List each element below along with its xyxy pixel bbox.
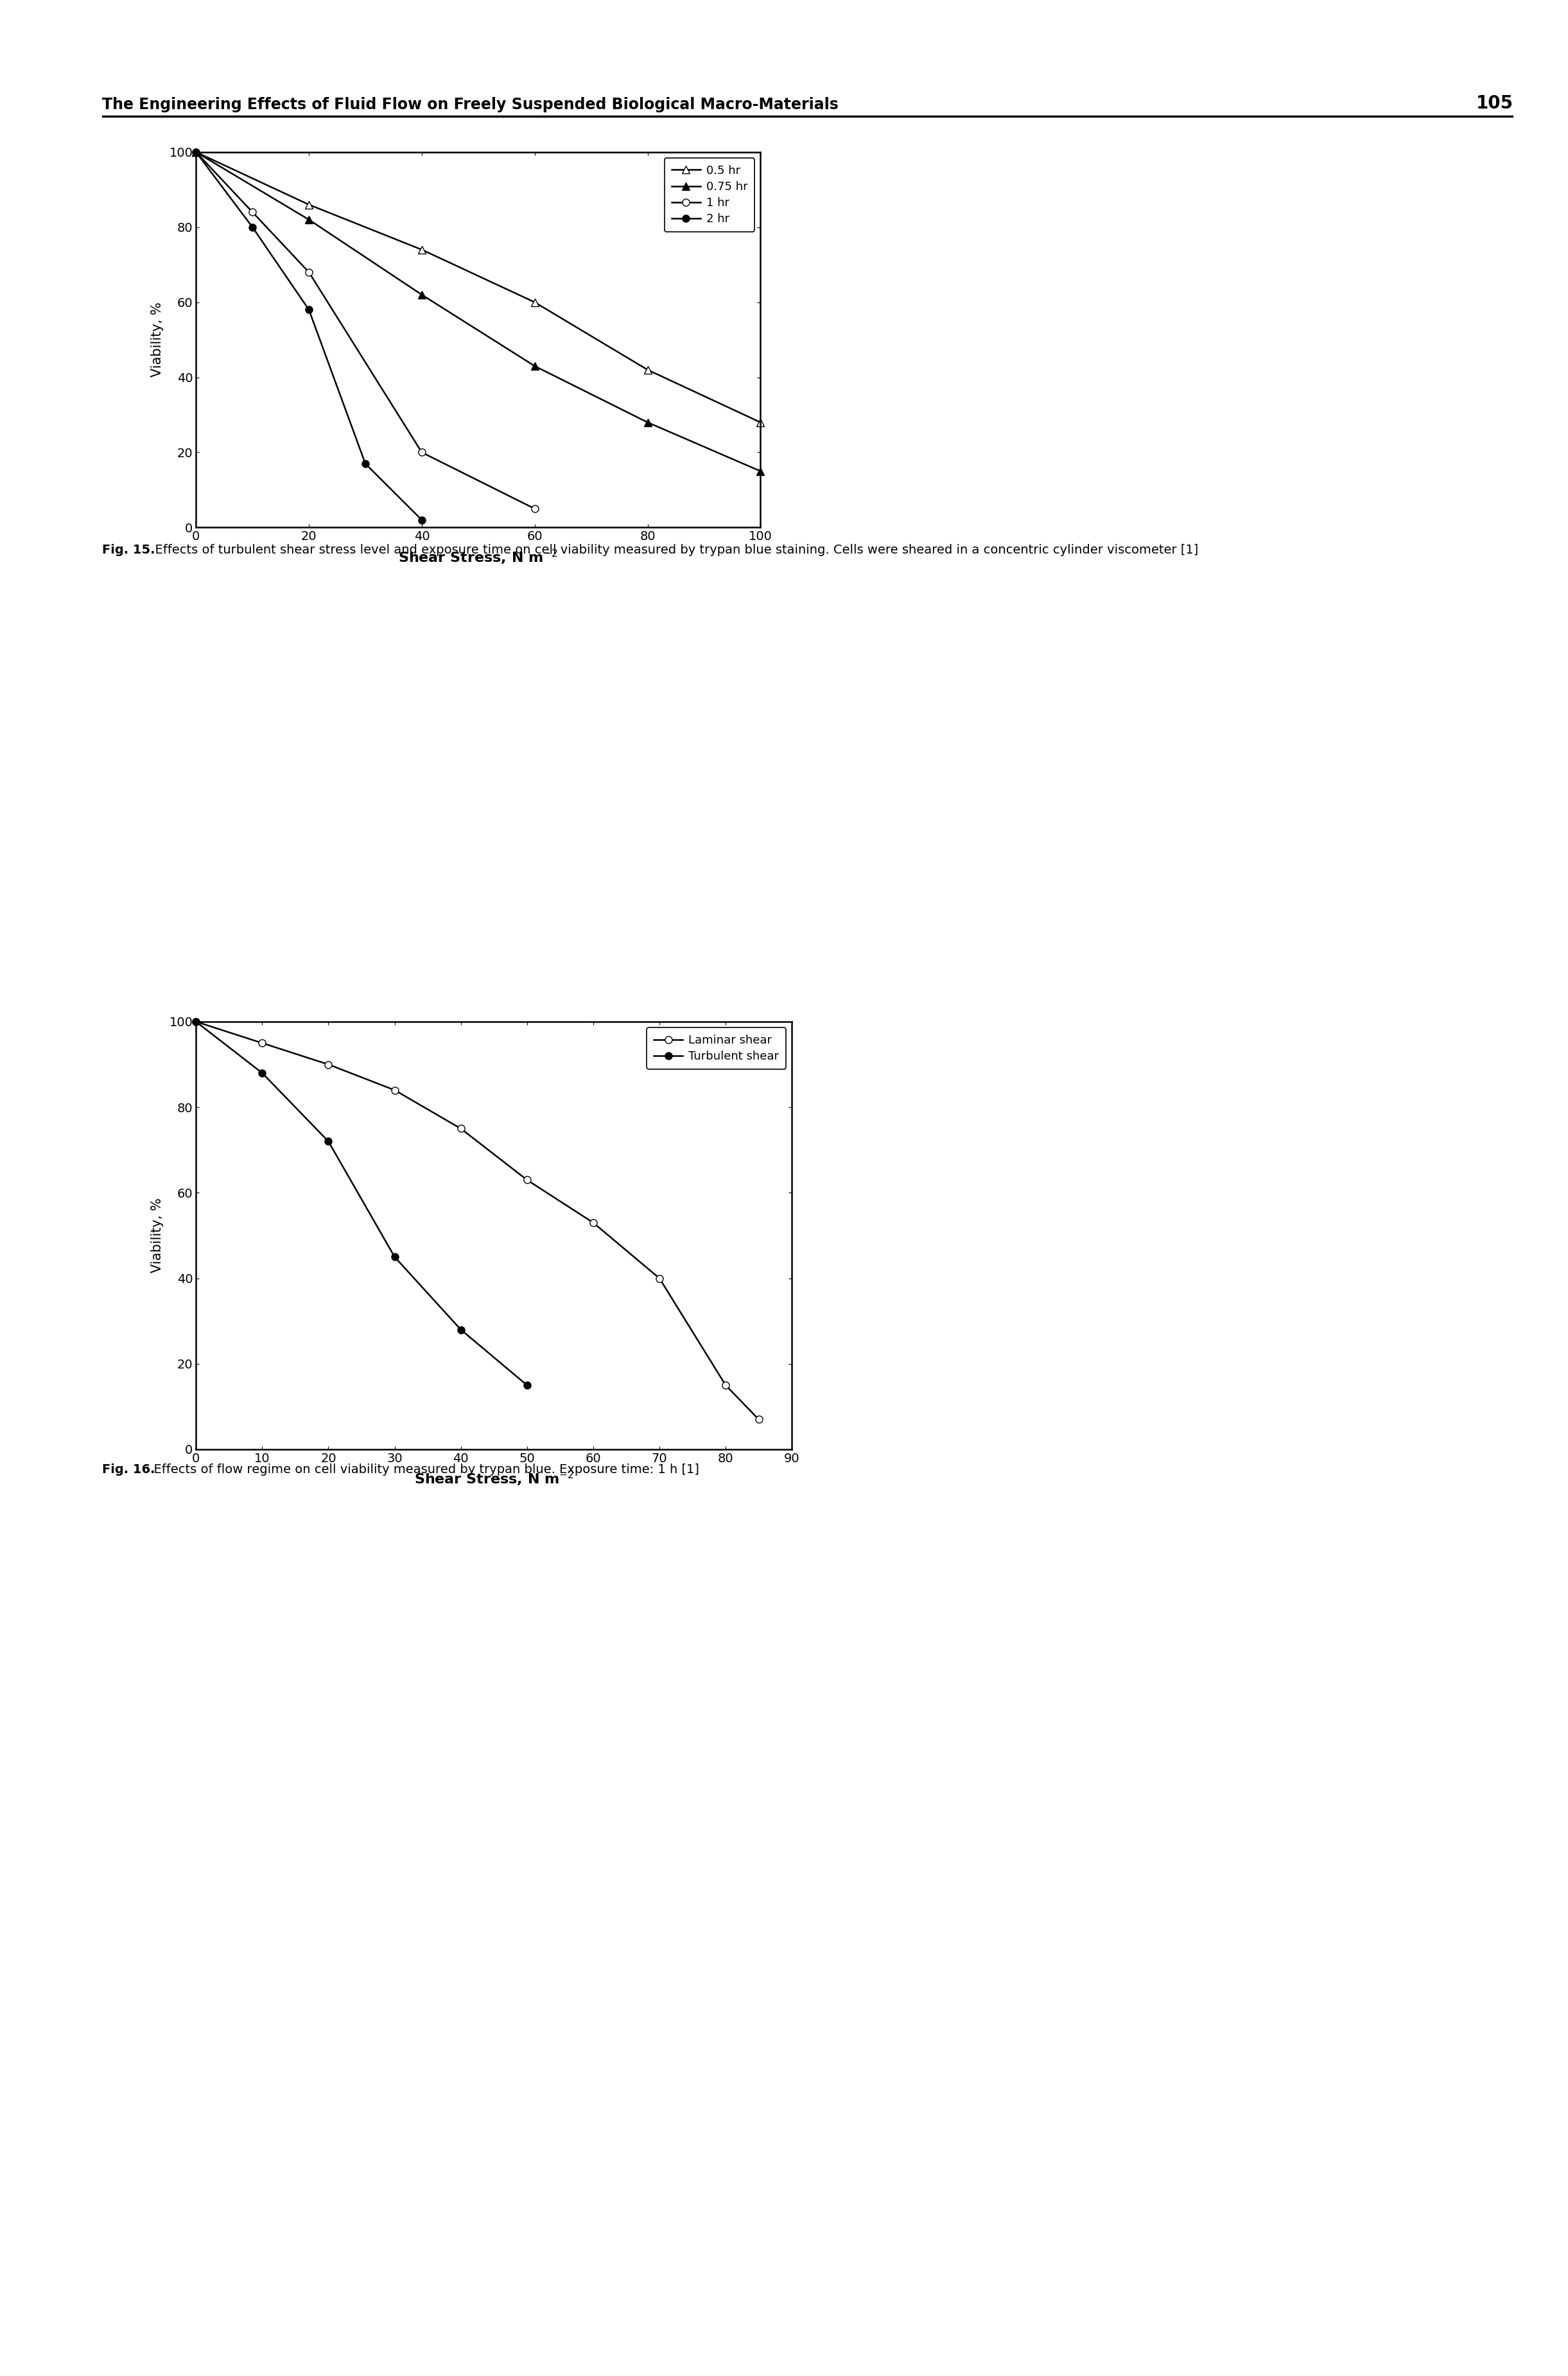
Text: Fig. 16.: Fig. 16. — [102, 1464, 155, 1475]
Legend: 0.5 hr, 0.75 hr, 1 hr, 2 hr: 0.5 hr, 0.75 hr, 1 hr, 2 hr — [665, 157, 754, 233]
Text: Effects of flow regime on cell viability measured by trypan blue. Exposure time:: Effects of flow regime on cell viability… — [146, 1464, 699, 1475]
Y-axis label: Viability, %: Viability, % — [151, 302, 163, 378]
Y-axis label: Viability, %: Viability, % — [151, 1198, 163, 1274]
X-axis label: Shear Stress, N m$^{-2}$: Shear Stress, N m$^{-2}$ — [414, 1471, 574, 1487]
X-axis label: Shear Stress, N m$^{-2}$: Shear Stress, N m$^{-2}$ — [398, 549, 558, 565]
Legend: Laminar shear, Turbulent shear: Laminar shear, Turbulent shear — [648, 1026, 786, 1069]
Text: Fig. 15.: Fig. 15. — [102, 544, 155, 556]
Text: The Engineering Effects of Fluid Flow on Freely Suspended Biological Macro-Mater: The Engineering Effects of Fluid Flow on… — [102, 97, 839, 112]
Text: 105: 105 — [1475, 95, 1513, 112]
Text: Effects of turbulent shear stress level and exposure time on cell viability meas: Effects of turbulent shear stress level … — [147, 544, 1198, 556]
